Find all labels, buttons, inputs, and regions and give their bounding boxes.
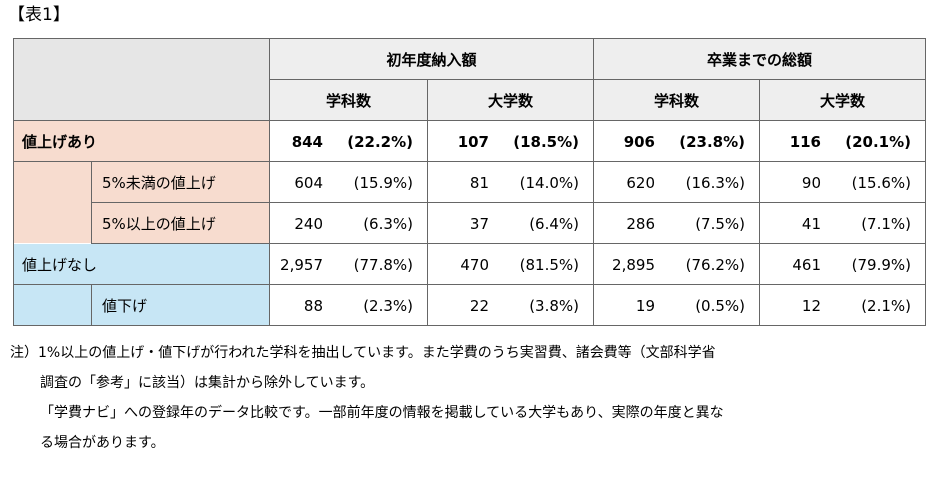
header-total-until-graduation: 卒業までの総額 xyxy=(593,38,926,80)
table-cell: 906 (23.8%) xyxy=(593,120,760,162)
table-cell: 604 (15.9%) xyxy=(269,161,428,203)
table-row: 値下げ 88 (2.3%) 22 (3.8%) 19 (0.5%) 12 (2.1%) xyxy=(13,284,926,326)
table-cell: 470 (81.5%) xyxy=(427,243,594,285)
footnotes: 注）1%以上の値上げ・値下げが行われた学科を抽出しています。また学費のうち実習費… xyxy=(10,338,930,458)
table-cell: 90 (15.6%) xyxy=(759,161,926,203)
row-label: 値上げなし xyxy=(13,243,270,285)
tuition-table: 初年度納入額 卒業までの総額 学科数 大学数 学科数 大学数 値上げあり 844… xyxy=(13,38,926,326)
row-label: 値下げ xyxy=(91,284,270,326)
table-cell: 240 (6.3%) xyxy=(269,202,428,244)
table-cell: 22 (3.8%) xyxy=(427,284,594,326)
note-line: 注）1%以上の値上げ・値下げが行われた学科を抽出しています。また学費のうち実習費… xyxy=(10,345,716,361)
note-line: 調査の「参考」に該当）は集計から除外しています。 xyxy=(40,375,375,391)
row-label: 5%未満の値上げ xyxy=(91,161,270,203)
table-row: 値上げあり 844 (22.2%) 107 (18.5%) 906 (23.8%) 1… xyxy=(13,120,926,162)
table-cell: 88 (2.3%) xyxy=(269,284,428,326)
table-cell: 41 (7.1%) xyxy=(759,202,926,244)
table-row: 値上げなし 2,957 (77.8%) 470 (81.5%) 2,895 (76.2… xyxy=(13,243,926,285)
table-cell: 2,957 (77.8%) xyxy=(269,243,428,285)
table-cell: 116 (20.1%) xyxy=(759,120,926,162)
table-cell: 81 (14.0%) xyxy=(427,161,594,203)
table-cell: 620 (16.3%) xyxy=(593,161,760,203)
header-departments: 学科数 xyxy=(269,79,428,121)
note-line: る場合があります。 xyxy=(40,435,165,451)
table-cell: 107 (18.5%) xyxy=(427,120,594,162)
row-label: 値上げあり xyxy=(13,120,270,162)
header-row-groups: 初年度納入額 卒業までの総額 xyxy=(13,38,926,121)
header-departments: 学科数 xyxy=(593,79,760,121)
header-universities: 大学数 xyxy=(427,79,594,121)
table-cell: 12 (2.1%) xyxy=(759,284,926,326)
header-corner xyxy=(13,38,270,121)
table-cell: 19 (0.5%) xyxy=(593,284,760,326)
header-row-sub: 学科数 大学数 学科数 大学数 xyxy=(14,79,926,121)
table-title: 【表1】 xyxy=(8,5,70,25)
table-cell: 844 (22.2%) xyxy=(269,120,428,162)
table-cell: 37 (6.4%) xyxy=(427,202,594,244)
row-label: 5%以上の値上げ xyxy=(91,202,270,244)
header-first-year: 初年度納入額 xyxy=(269,38,594,80)
table-cell: 461 (79.9%) xyxy=(759,243,926,285)
header-universities: 大学数 xyxy=(759,79,926,121)
table-cell: 286 (7.5%) xyxy=(593,202,760,244)
note-line: 「学費ナビ」への登録年のデータ比較です。一部前年度の情報を掲載している大学もあり… xyxy=(40,405,724,421)
table-row: 5%以上の値上げ 240 (6.3%) 37 (6.4%) 286 (7.5%) 41… xyxy=(14,202,926,244)
table-cell: 2,895 (76.2%) xyxy=(593,243,760,285)
row-indent xyxy=(13,161,92,244)
row-indent xyxy=(13,284,92,326)
table-row: 5%未満の値上げ 604 (15.9%) 81 (14.0%) 620 (16.3%)… xyxy=(13,161,926,244)
